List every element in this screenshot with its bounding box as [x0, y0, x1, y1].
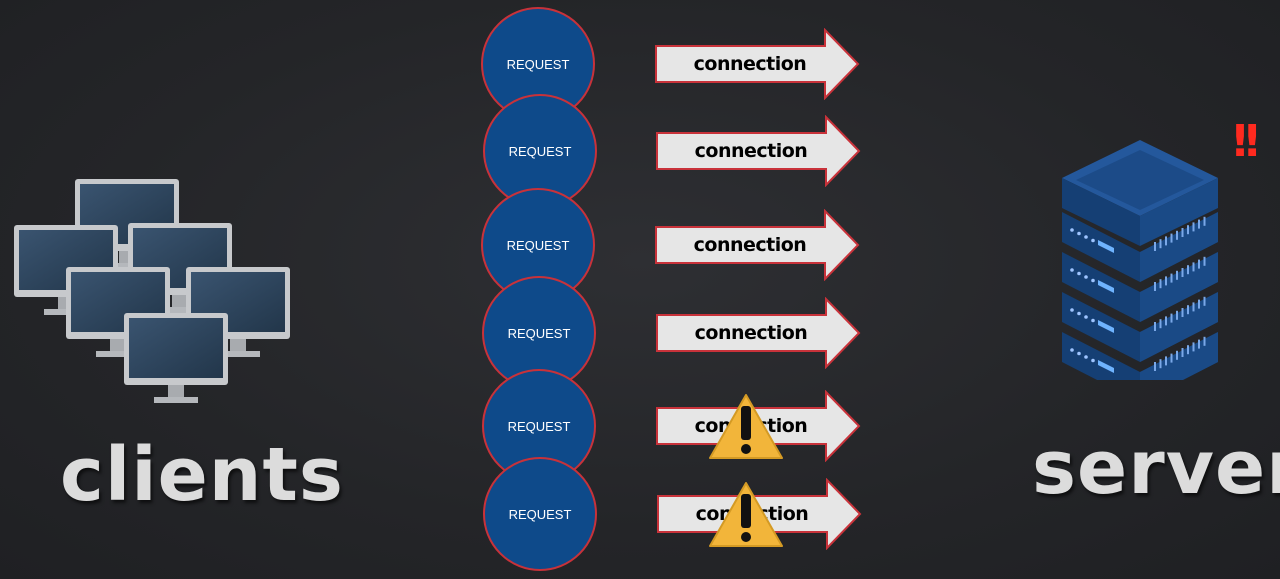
- clients-label: clients: [60, 432, 344, 518]
- double-exclamation-icon: !!: [1230, 116, 1262, 167]
- request-label: REQUEST: [508, 143, 572, 159]
- server-label: server: [1032, 425, 1280, 511]
- warning-triangle-icon: [707, 480, 785, 554]
- request-label: REQUEST: [506, 237, 570, 253]
- server-rack-icon: [1062, 140, 1218, 380]
- request-circle: REQUEST: [481, 188, 595, 302]
- warning-triangle-icon: [707, 392, 785, 466]
- request-label: REQUEST: [506, 56, 570, 72]
- request-label: REQUEST: [507, 418, 571, 434]
- clients-monitors-icon: [14, 179, 290, 403]
- connection-label: connection: [693, 234, 807, 256]
- connection-arrow: connection: [655, 28, 861, 100]
- request-circle: REQUEST: [483, 457, 597, 571]
- connection-label: connection: [694, 322, 808, 344]
- connection-label: connection: [694, 140, 808, 162]
- request-label: REQUEST: [507, 325, 571, 341]
- connection-arrow: connection: [655, 209, 861, 281]
- connection-arrow: connection: [656, 115, 862, 187]
- connection-arrow: connection: [656, 297, 862, 369]
- request-label: REQUEST: [508, 506, 572, 522]
- connection-label: connection: [693, 53, 807, 75]
